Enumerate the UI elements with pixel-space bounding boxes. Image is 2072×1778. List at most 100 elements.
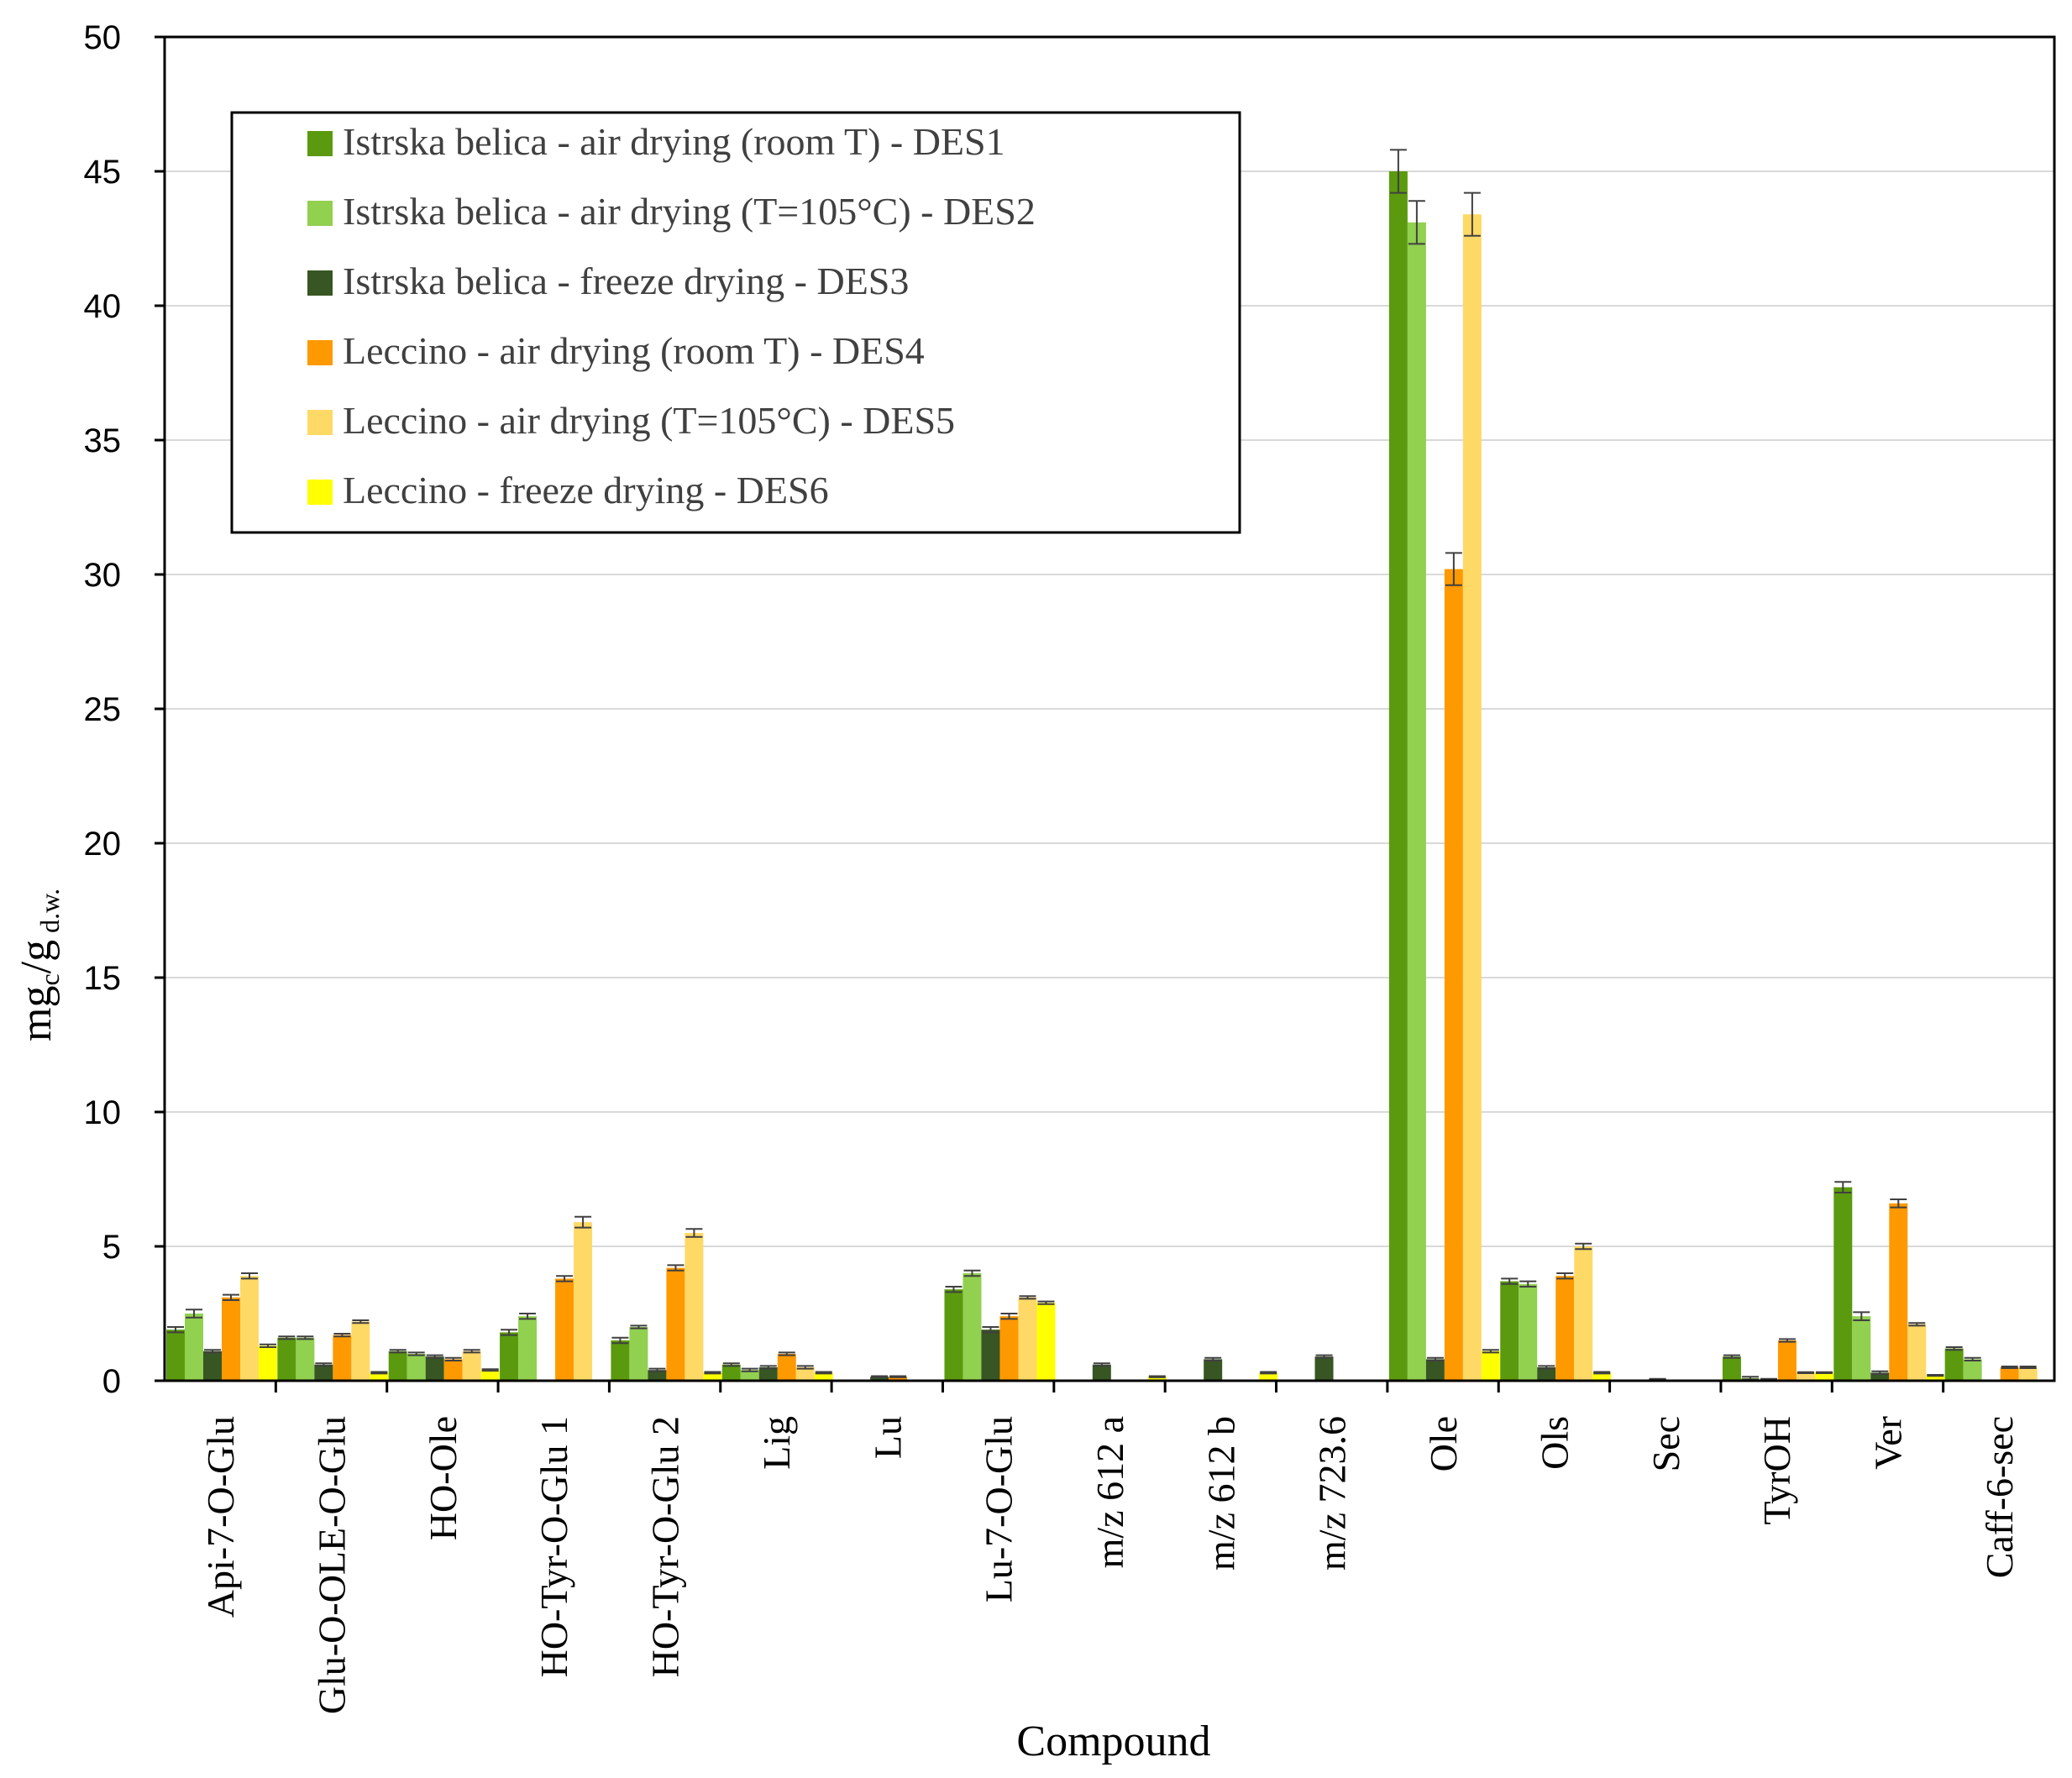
bar	[740, 1370, 759, 1381]
bar	[1407, 222, 1426, 1381]
bar	[1963, 1359, 1982, 1381]
bar	[963, 1273, 982, 1381]
bar	[1814, 1372, 1833, 1381]
bar	[1519, 1283, 1538, 1381]
bar	[1833, 1187, 1853, 1381]
y-tick-label: 50	[84, 19, 122, 56]
x-category-label: HO-Ole	[422, 1416, 464, 1540]
bar	[758, 1367, 778, 1381]
y-axis-title-sub2: d.w.	[34, 889, 65, 940]
bar	[648, 1370, 667, 1381]
error-bars	[167, 149, 2037, 1382]
bar	[2018, 1367, 2038, 1381]
bar	[1870, 1372, 1890, 1381]
legend: Istrska belica - air drying (room T) - D…	[230, 111, 1241, 534]
bar	[1036, 1303, 1056, 1381]
bar	[1462, 214, 1482, 1382]
bar	[574, 1222, 593, 1381]
legend-label: Istrska belica - freeze drying - DES3	[343, 260, 909, 302]
bar	[1147, 1377, 1167, 1381]
x-axis-categories: Api-7-O-Glu Glu-O-OLE-O-Glu HO-Ole HO-Tyr-O…	[199, 1381, 2021, 1714]
bar	[999, 1316, 1019, 1381]
legend-label: Istrska belica - air drying (T=105°C) - …	[343, 190, 1036, 233]
legend-label: Istrska belica - air drying (room T) - D…	[343, 120, 1005, 163]
bar	[777, 1354, 796, 1381]
bar	[1944, 1348, 1964, 1381]
bar	[240, 1276, 259, 1381]
bar	[443, 1359, 463, 1381]
bar	[203, 1351, 222, 1381]
bar	[277, 1337, 296, 1381]
x-category-label: m/z 723.6	[1311, 1416, 1354, 1571]
bar	[1889, 1203, 1908, 1381]
bar	[1722, 1356, 1741, 1381]
x-category-label: Lu	[866, 1416, 909, 1459]
x-category-label: m/z 612 a	[1088, 1416, 1131, 1568]
y-tick-label: 10	[84, 1094, 122, 1131]
bar	[351, 1321, 370, 1381]
bar	[685, 1233, 704, 1381]
bar	[1314, 1356, 1334, 1381]
bar	[870, 1377, 889, 1381]
bar	[814, 1372, 833, 1381]
x-category-label: Api-7-O-Glu	[199, 1416, 242, 1618]
bar	[370, 1372, 389, 1381]
y-tick-label: 5	[102, 1229, 121, 1266]
legend-label: Leccino - air drying (room T) - DES4	[343, 329, 925, 372]
x-category-label: Lu-7-O-Glu	[978, 1416, 1020, 1602]
bar	[703, 1372, 722, 1381]
bar	[2000, 1367, 2019, 1381]
bar	[480, 1370, 500, 1381]
x-category-label: Caff-6-sec	[1978, 1416, 2021, 1578]
bar	[1388, 171, 1408, 1381]
legend-swatch	[307, 480, 333, 505]
x-category-label: m/z 612 b	[1199, 1416, 1242, 1571]
bar	[500, 1332, 519, 1381]
bar	[1204, 1359, 1223, 1381]
bar	[944, 1289, 963, 1381]
bar	[333, 1335, 352, 1381]
bar	[666, 1267, 685, 1381]
bar	[1852, 1316, 1871, 1381]
bar	[314, 1364, 333, 1381]
bar	[1796, 1372, 1815, 1381]
bar	[518, 1316, 538, 1381]
x-category-label: HO-Tyr-O-Glu 1	[532, 1416, 575, 1677]
bar	[1500, 1281, 1519, 1381]
y-axis-ticks: 0 5 10 15 20 25 30 35 40 45 50	[84, 19, 165, 1400]
y-tick-label: 40	[84, 288, 122, 325]
y-tick-label: 20	[84, 826, 122, 863]
bar	[222, 1297, 240, 1381]
bar	[1777, 1340, 1797, 1381]
bar	[1907, 1324, 1927, 1381]
bar	[795, 1367, 815, 1381]
bar	[629, 1327, 648, 1381]
y-axis-title: mgc/g d.w.	[13, 889, 65, 1041]
legend-swatch	[307, 410, 333, 435]
y-tick-label: 15	[84, 960, 122, 997]
bar	[185, 1314, 203, 1381]
x-category-label: Ver	[1866, 1416, 1909, 1470]
bar-marks	[166, 171, 2038, 1382]
x-category-label: Ole	[1422, 1416, 1465, 1471]
bar	[611, 1340, 630, 1381]
bar	[1481, 1351, 1500, 1381]
legend-swatch	[307, 270, 333, 296]
bar	[721, 1364, 741, 1381]
bar	[462, 1351, 481, 1381]
bar	[981, 1330, 1000, 1381]
legend-swatch	[307, 201, 333, 226]
x-category-label: Sec	[1644, 1416, 1687, 1471]
bar	[1444, 569, 1463, 1381]
y-axis-title-mid: /g	[13, 940, 60, 973]
bar	[1592, 1372, 1612, 1381]
bar	[259, 1345, 277, 1381]
x-category-label: TyrOH	[1755, 1416, 1798, 1525]
bar	[1537, 1367, 1556, 1381]
y-tick-label: 25	[84, 691, 122, 728]
bar	[555, 1278, 574, 1381]
y-tick-label: 30	[84, 557, 122, 594]
legend-label: Leccino - freeze drying - DES6	[343, 469, 829, 511]
legend-swatch	[307, 131, 333, 156]
x-axis-title: Compound	[1016, 1718, 1210, 1765]
